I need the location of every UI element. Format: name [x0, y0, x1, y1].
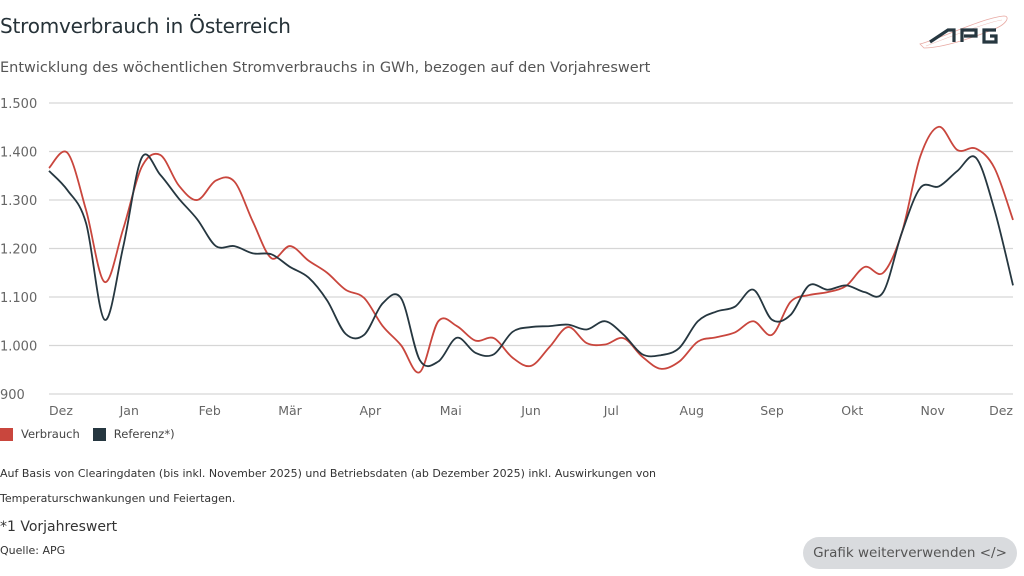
legend-swatch-verbrauch	[0, 427, 13, 441]
x-tick-label: Mär	[278, 403, 302, 418]
series-line-referenz	[48, 153, 1014, 368]
legend-item-referenz[interactable]: Referenz*)	[92, 427, 175, 441]
x-tick-label: Jul	[603, 403, 619, 418]
x-tick-label: Jun	[520, 403, 541, 418]
y-tick-label: 1.200	[0, 243, 37, 258]
x-tick-label: Dez	[49, 403, 73, 418]
note-line-2: Temperaturschwankungen und Feiertagen.	[0, 492, 236, 505]
x-tick-label: Aug	[680, 403, 704, 418]
legend-label: Verbrauch	[21, 427, 80, 441]
source: Quelle: APG	[0, 544, 66, 557]
y-tick-label: 1.000	[0, 340, 37, 355]
x-tick-label: Okt	[841, 403, 863, 418]
reuse-chart-button[interactable]: Grafik weiterverwenden </>	[803, 537, 1017, 569]
series-line-verbrauch	[48, 125, 1014, 374]
x-tick-label: Nov	[921, 403, 946, 418]
x-tick-label: Dez	[989, 403, 1013, 418]
x-tick-label: Jan	[119, 403, 139, 418]
chart-subtitle: Entwicklung des wöchentlichen Stromverbr…	[0, 60, 651, 76]
footnote: *1 Vorjahreswert	[0, 519, 118, 535]
y-tick-label: 900	[0, 388, 25, 403]
y-tick-label: 1.500	[0, 97, 37, 112]
line-chart: 1.500 1.400 1.300 1.200 1.100 1.000 900 Dez Jan F…	[0, 97, 1014, 418]
x-tick-label: Mai	[440, 403, 462, 418]
y-tick-label: 1.400	[0, 146, 37, 161]
note-line-1: Auf Basis von Clearingdaten (bis inkl. N…	[0, 467, 657, 480]
legend-item-verbrauch[interactable]: Verbrauch	[0, 427, 80, 441]
x-tick-label: Feb	[199, 403, 221, 418]
x-tick-label: Sep	[760, 403, 784, 418]
x-tick-label: Apr	[359, 403, 381, 418]
apg-logo	[919, 15, 1008, 49]
page-title: Stromverbrauch in Österreich	[0, 14, 291, 38]
legend-label: Referenz*)	[113, 427, 175, 441]
y-tick-label: 1.300	[0, 194, 37, 209]
y-tick-label: 1.100	[0, 291, 37, 306]
chart-legend: Verbrauch Referenz*)	[0, 427, 188, 441]
legend-swatch-referenz	[92, 427, 106, 441]
